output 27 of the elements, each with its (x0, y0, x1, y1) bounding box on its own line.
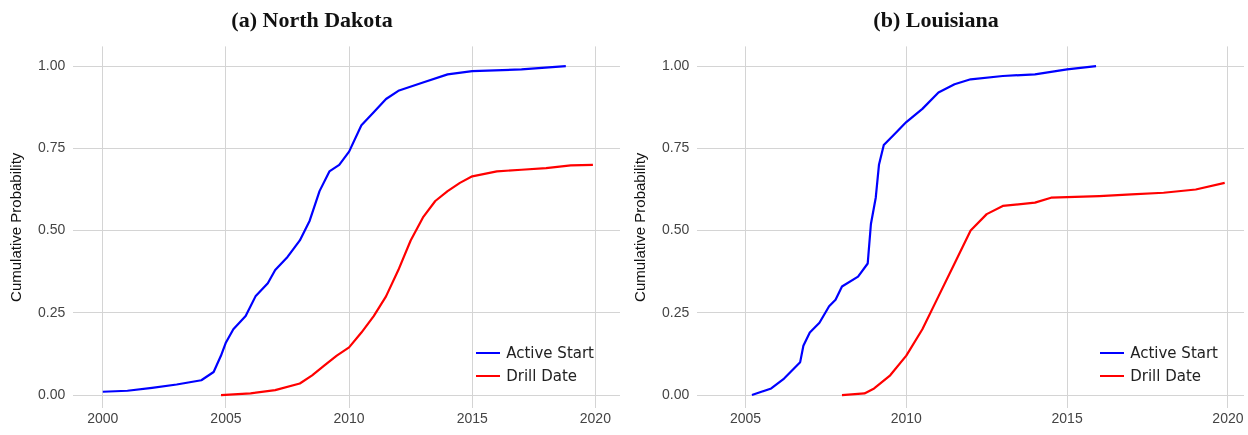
y-tick-label: 1.00 (662, 56, 690, 73)
y-axis-title: Cumulative Probability (7, 152, 25, 302)
y-tick-label: 0.25 (38, 303, 66, 320)
x-tick-label: 2015 (456, 410, 489, 427)
y-tick-label: 0.25 (662, 303, 690, 320)
y-tick-label: 0.75 (662, 139, 690, 156)
x-tick-label: 2010 (333, 410, 365, 427)
y-tick-label: 0.00 (38, 385, 66, 402)
x-tick-label: 2005 (210, 410, 242, 427)
legend-label: Active Start (1130, 343, 1218, 362)
legend-label: Drill Date (1130, 366, 1202, 385)
x-tick-label: 2000 (87, 410, 119, 427)
x-tick-label: 2020 (1212, 410, 1244, 427)
legend-label: Active Start (506, 343, 594, 362)
y-tick-label: 0.75 (38, 139, 66, 156)
x-tick-label: 2010 (890, 410, 923, 427)
y-axis-title: Cumulative Probability (631, 152, 649, 302)
x-tick-label: 2015 (1051, 410, 1083, 427)
legend-label: Drill Date (506, 366, 578, 385)
y-tick-label: 0.50 (38, 221, 66, 238)
x-tick-label: 2020 (579, 410, 612, 427)
y-tick-label: 0.50 (662, 221, 690, 238)
x-tick-label: 2005 (729, 410, 762, 427)
y-tick-label: 0.00 (662, 385, 690, 402)
y-tick-label: 1.00 (38, 56, 66, 73)
chart-title: (b) Louisiana (873, 6, 999, 32)
chart-title: (a) North Dakota (231, 6, 393, 32)
